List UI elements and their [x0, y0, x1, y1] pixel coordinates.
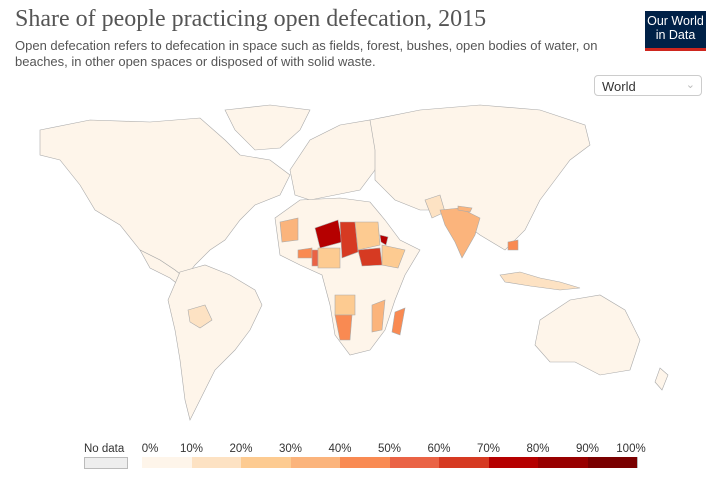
legend-tick-label: 10% — [179, 443, 204, 455]
region-eritrea[interactable] — [379, 234, 389, 246]
region-new-zealand[interactable] — [654, 367, 669, 391]
legend: No data 0% 10% 20% 30% 40% 50% 60% 70% 80% 90% 100… — [0, 440, 721, 480]
legend-bin[interactable] — [587, 457, 638, 468]
region-india[interactable] — [439, 207, 481, 259]
region-chad[interactable] — [339, 221, 359, 259]
chart-subtitle: Open defecation refers to defecation in … — [15, 38, 598, 69]
region-mauritania[interactable] — [279, 217, 299, 243]
legend-tick-label: 40% — [328, 443, 352, 455]
region-select[interactable]: World ⌄ — [594, 75, 702, 96]
legend-tick-label: 30% — [278, 443, 303, 455]
legend-bin[interactable] — [439, 457, 490, 468]
region-sudan[interactable] — [354, 221, 381, 251]
legend-bin[interactable] — [191, 457, 242, 468]
legend-tick-label: 0% — [141, 443, 159, 455]
legend-bin[interactable] — [241, 457, 292, 468]
region-madagascar[interactable] — [391, 307, 406, 336]
legend-bin[interactable] — [389, 457, 440, 468]
region-namibia[interactable] — [334, 314, 353, 341]
legend-tick-label: 70% — [476, 443, 501, 455]
region-ethiopia[interactable] — [381, 244, 406, 269]
legend-no-data-label: No data — [84, 443, 125, 455]
region-burkina-faso[interactable] — [297, 247, 313, 259]
region-cambodia[interactable] — [507, 239, 519, 251]
owid-logo[interactable]: Our World in Data — [645, 11, 706, 51]
region-bolivia[interactable] — [187, 304, 213, 329]
region-south-sudan[interactable] — [357, 247, 383, 267]
region-mozambique[interactable] — [371, 299, 386, 333]
legend-tick-label: 60% — [427, 443, 451, 455]
region-australia[interactable] — [534, 294, 641, 376]
region-nepal[interactable] — [457, 205, 473, 213]
legend-tick-label: 90% — [575, 443, 600, 455]
legend-bin[interactable] — [290, 457, 341, 468]
chart-title: Share of people practicing open defecati… — [15, 6, 487, 32]
legend-bin[interactable] — [488, 457, 539, 468]
legend-bin[interactable] — [340, 457, 391, 468]
region-south-america[interactable] — [167, 264, 263, 421]
legend-bin[interactable] — [142, 457, 193, 468]
legend-bin[interactable] — [538, 457, 589, 468]
region-indonesia[interactable] — [499, 271, 581, 291]
region-togo-benin[interactable] — [311, 249, 319, 267]
region-select-value: World — [602, 79, 636, 94]
chevron-down-icon: ⌄ — [685, 79, 695, 91]
region-angola[interactable] — [334, 294, 356, 316]
region-europe[interactable] — [289, 119, 381, 201]
region-asia[interactable] — [369, 104, 591, 251]
region-greenland[interactable] — [224, 104, 311, 151]
legend-tick-label: 80% — [526, 443, 550, 455]
legend-tick-label: 100% — [616, 443, 646, 455]
region-nigeria[interactable] — [317, 247, 341, 269]
legend-tick-label: 20% — [229, 443, 253, 455]
world-map — [39, 104, 669, 421]
legend-no-data-swatch[interactable] — [84, 457, 128, 469]
region-north-america[interactable] — [39, 117, 291, 279]
legend-tick-label: 50% — [377, 443, 402, 455]
